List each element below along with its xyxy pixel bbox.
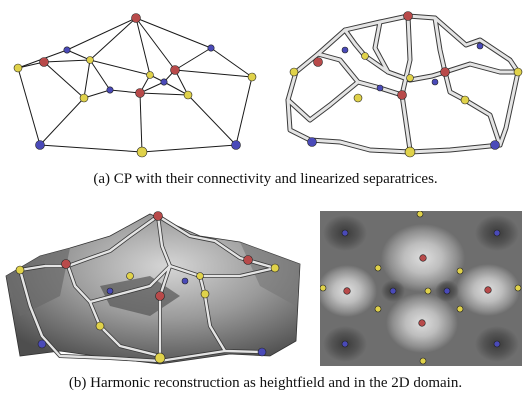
saddle-point — [374, 305, 382, 313]
saddle-point — [196, 272, 204, 280]
maximum-point — [397, 90, 407, 100]
minimum-point — [35, 140, 45, 150]
minimum-point — [231, 140, 241, 150]
separatrix-nodes — [289, 11, 523, 158]
cp-graph-svg — [13, 13, 257, 158]
saddle-point — [13, 63, 23, 73]
separatrix-tubes — [285, 13, 521, 155]
maximum-point — [403, 11, 413, 21]
saddle-point — [146, 71, 154, 79]
saddle-point — [456, 305, 464, 313]
surface-nodes — [15, 211, 280, 364]
minimum-point — [490, 140, 500, 150]
maximum-point — [170, 65, 180, 75]
maximum-point — [153, 211, 163, 221]
saddle-point — [416, 211, 424, 218]
separatrix-tubes-svg — [285, 11, 523, 158]
minimum-point — [376, 84, 384, 92]
saddle-point — [95, 321, 105, 331]
saddle-point — [79, 93, 89, 103]
saddle-point — [404, 146, 416, 158]
saddle-point — [15, 265, 25, 275]
saddle-point — [289, 67, 299, 77]
saddle-point — [136, 146, 148, 158]
minimum-point — [493, 229, 501, 237]
maximum-point — [39, 57, 49, 67]
saddle-point — [86, 56, 94, 64]
saddle-point — [374, 264, 382, 272]
minimum-point — [207, 44, 215, 52]
minimum-point — [160, 78, 168, 86]
minimum-point — [341, 340, 349, 348]
panel-b-heightfield — [0, 206, 310, 372]
minimum-point — [389, 287, 397, 295]
saddle-point — [126, 272, 134, 280]
graph-nodes — [13, 13, 257, 158]
maximum-point — [135, 88, 145, 98]
minimum-point — [341, 46, 349, 54]
maximum-point — [155, 291, 165, 301]
maximum-point — [343, 287, 351, 295]
maximum-point — [440, 67, 450, 77]
saddle-point — [513, 67, 523, 77]
saddle-point — [456, 267, 464, 275]
surface-valley — [240, 242, 300, 306]
saddle-point — [200, 289, 210, 299]
domain-2d-svg — [320, 211, 522, 366]
saddle-point — [406, 74, 414, 82]
saddle-point — [183, 90, 193, 100]
saddle-point — [320, 284, 327, 292]
maximum-point — [61, 259, 71, 269]
minimum-point — [257, 347, 267, 357]
maximum-point — [131, 13, 141, 23]
maximum-point — [418, 319, 426, 327]
panel-a-connectivity-graph — [0, 0, 262, 165]
maximum-point — [419, 254, 427, 262]
saddle-point — [514, 284, 522, 292]
minimum-point — [476, 42, 484, 50]
domain-nodes — [320, 211, 522, 365]
saddle-point — [353, 93, 363, 103]
caption-a: (a) CP with their connectivity and linea… — [93, 171, 438, 187]
saddle-point — [361, 52, 369, 60]
minimum-point — [63, 46, 71, 54]
saddle-point — [270, 263, 280, 273]
maximum-point — [313, 57, 323, 67]
minimum-point — [37, 339, 47, 349]
saddle-point — [419, 357, 427, 365]
panel-a-separatrices — [270, 0, 531, 165]
saddle-point — [154, 352, 166, 364]
minimum-point — [106, 86, 114, 94]
panel-b-2d-domain — [320, 211, 522, 366]
minimum-point — [181, 277, 189, 285]
minimum-point — [341, 229, 349, 237]
maximum-point — [484, 286, 492, 294]
minimum-point — [493, 340, 501, 348]
caption-b: (b) Harmonic reconstruction as heightfie… — [68, 375, 463, 391]
saddle-point — [247, 72, 257, 82]
saddle-point — [460, 95, 470, 105]
minimum-point — [431, 78, 439, 86]
surface-separatrices — [18, 214, 277, 363]
saddle-point — [424, 287, 432, 295]
minimum-point — [106, 287, 114, 295]
graph-edges — [17, 17, 253, 153]
minimum-point — [307, 137, 317, 147]
minimum-point — [443, 287, 451, 295]
maximum-point — [243, 255, 253, 265]
heightfield-svg — [5, 211, 301, 365]
